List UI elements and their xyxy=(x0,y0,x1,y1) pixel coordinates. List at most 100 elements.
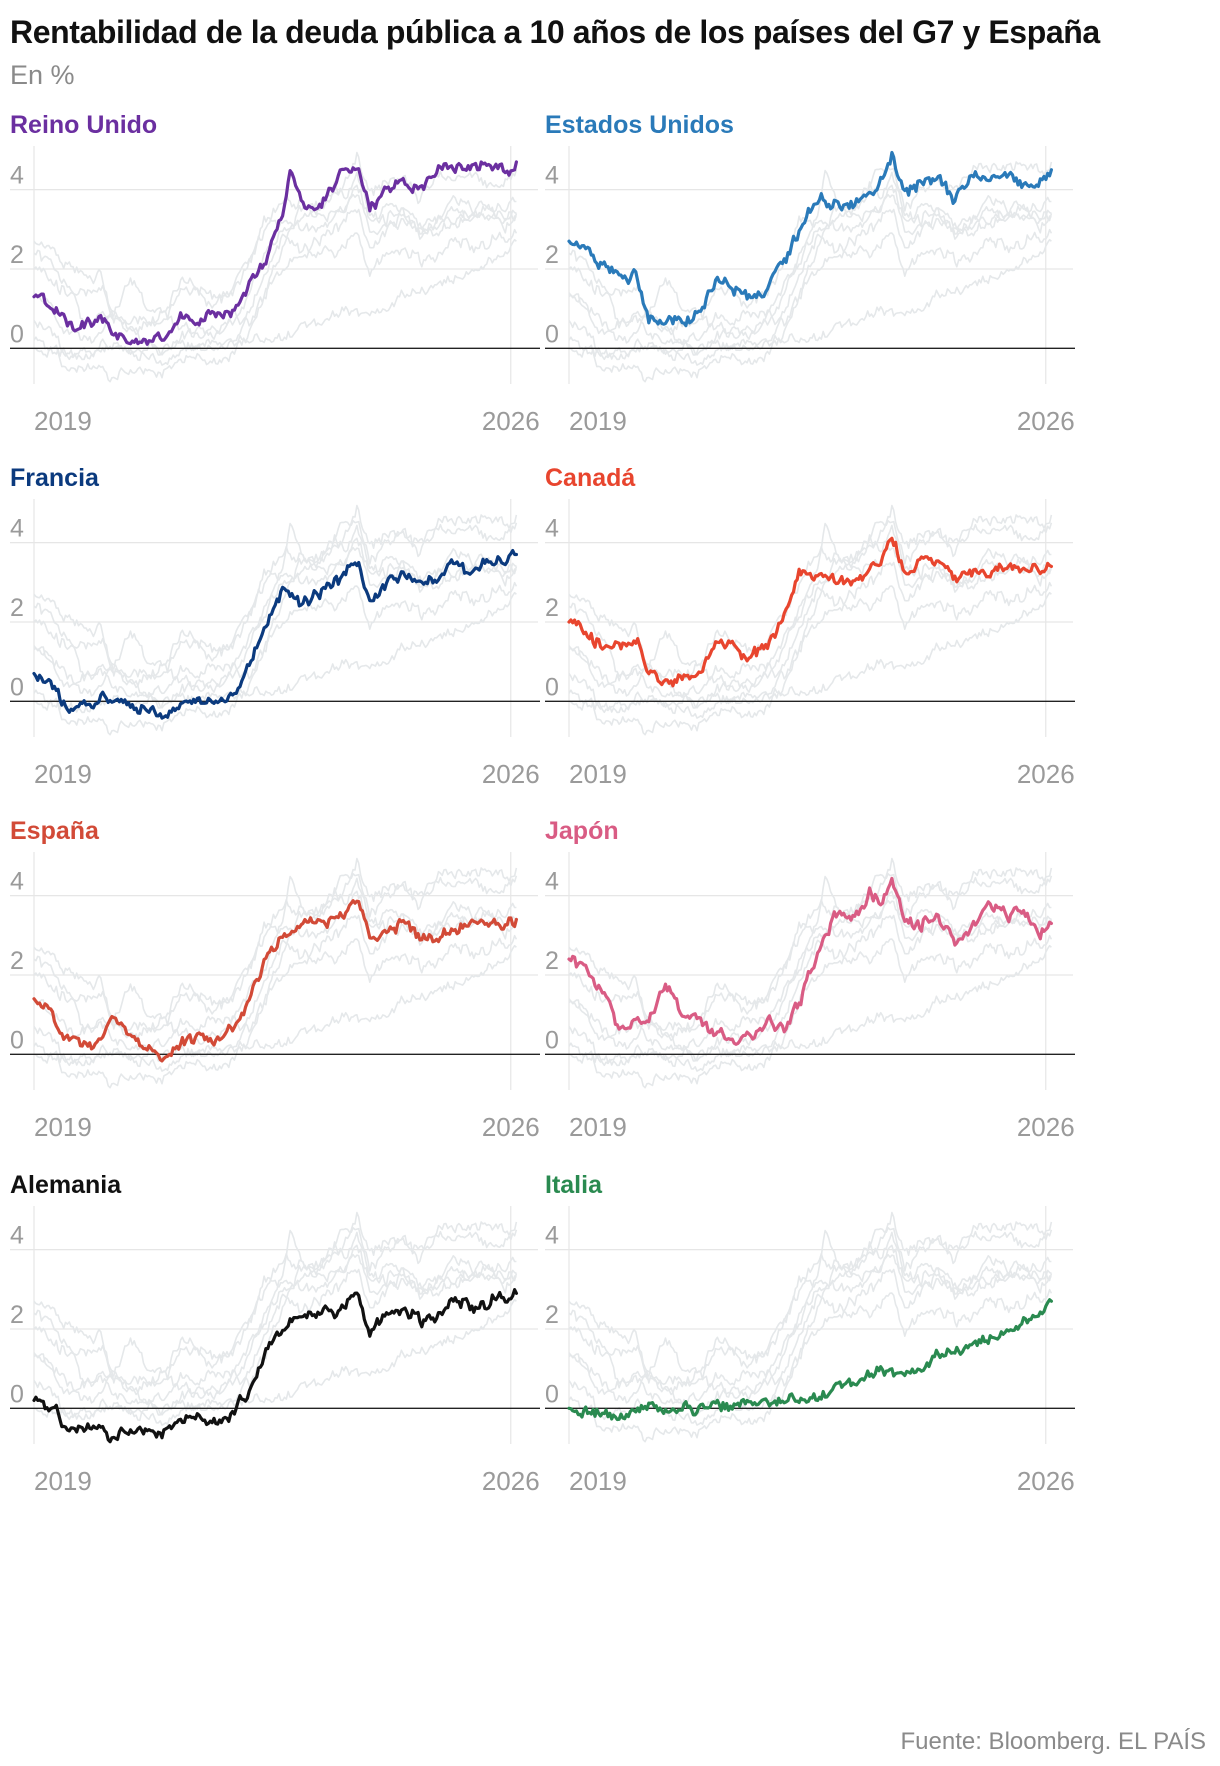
chart-canada: Canadá 0 2 4 2019 2026 xyxy=(545,464,1075,789)
y-tick-label-2: 4 xyxy=(10,1222,24,1250)
series-line-reino-unido xyxy=(32,160,518,346)
y-tick-label-0: 0 xyxy=(10,320,24,348)
panel-title-espana: España xyxy=(10,817,100,845)
context-line-italia xyxy=(33,1298,517,1421)
context-line-reino-unido xyxy=(33,514,518,699)
context-line-italia xyxy=(568,591,1052,714)
y-tick-label-2: 4 xyxy=(10,515,24,543)
chart-estados-unidos: Estados Unidos 0 2 4 2019 2026 xyxy=(545,111,1075,436)
context-line-reino-unido xyxy=(33,867,518,1052)
context-line-canada xyxy=(33,890,517,1040)
y-tick-label-2: 4 xyxy=(545,868,559,896)
x-tick-label-1: 2026 xyxy=(1017,1112,1075,1142)
y-tick-label-0: 0 xyxy=(545,320,559,348)
panel-title-alemania: Alemania xyxy=(10,1171,122,1199)
series-line-alemania xyxy=(32,1288,518,1444)
context-line-alemania xyxy=(568,581,1053,736)
x-tick-label-0: 2019 xyxy=(34,1466,92,1496)
context-line-alemania xyxy=(568,934,1053,1089)
y-tick-label-0: 0 xyxy=(10,1380,24,1408)
panel-title-italia: Italia xyxy=(545,1171,603,1199)
series-line-estados-unidos xyxy=(567,150,1053,328)
x-tick-label-1: 2026 xyxy=(482,759,540,789)
series-line-espana xyxy=(32,899,518,1063)
context-line-canada xyxy=(33,537,517,687)
chart-espana: España 0 2 4 2019 2026 xyxy=(10,817,540,1142)
context-line-italia xyxy=(33,591,517,714)
context-line-italia xyxy=(33,238,517,361)
context-line-alemania xyxy=(33,228,518,383)
context-line-japon xyxy=(33,1231,517,1400)
series-line-francia xyxy=(32,548,518,720)
context-line-reino-unido xyxy=(33,1221,518,1406)
chart-italia: Italia 0 2 4 2019 2026 xyxy=(545,1171,1075,1496)
context-line-japon xyxy=(568,171,1052,340)
panel-title-japon: Japón xyxy=(545,817,619,845)
chart-alemania: Alemania 0 2 4 2019 2026 xyxy=(10,1171,540,1496)
x-tick-label-0: 2019 xyxy=(569,759,627,789)
y-tick-label-2: 4 xyxy=(10,868,24,896)
context-line-reino-unido xyxy=(568,867,1053,1052)
context-line-italia xyxy=(568,238,1052,361)
context-line-canada xyxy=(568,184,1052,334)
y-tick-label-0: 0 xyxy=(545,1026,559,1054)
context-line-italia xyxy=(33,944,517,1067)
source-note: Fuente: Bloomberg. EL PAÍS xyxy=(900,1728,1207,1755)
chart-reino-unido: Reino Unido 0 2 4 2019 2026 xyxy=(10,111,540,436)
context-line-reino-unido xyxy=(568,514,1053,699)
chart-japon: Japón 0 2 4 2019 2026 xyxy=(545,817,1075,1142)
context-line-reino-unido xyxy=(568,1221,1053,1406)
x-tick-label-1: 2026 xyxy=(1017,406,1075,436)
y-tick-label-1: 2 xyxy=(545,1301,559,1329)
y-tick-label-2: 4 xyxy=(545,162,559,190)
context-line-canada xyxy=(33,1244,517,1394)
x-tick-label-1: 2026 xyxy=(482,1112,540,1142)
y-tick-label-0: 0 xyxy=(545,673,559,701)
y-tick-label-1: 2 xyxy=(545,594,559,622)
page-subtitle: En % xyxy=(10,60,75,90)
context-line-japon xyxy=(33,524,517,693)
panel-title-estados-unidos: Estados Unidos xyxy=(545,111,734,139)
series-line-canada xyxy=(567,536,1053,688)
context-line-italia xyxy=(568,944,1052,1067)
y-tick-label-0: 0 xyxy=(10,1026,24,1054)
context-line-alemania xyxy=(568,228,1053,383)
context-line-alemania xyxy=(568,1288,1053,1443)
x-tick-label-0: 2019 xyxy=(569,406,627,436)
y-tick-label-1: 2 xyxy=(545,241,559,269)
y-tick-label-0: 0 xyxy=(545,1380,559,1408)
context-line-japon xyxy=(568,1231,1052,1400)
x-tick-label-1: 2026 xyxy=(482,406,540,436)
context-line-canada xyxy=(568,890,1052,1040)
x-tick-label-0: 2019 xyxy=(34,406,92,436)
context-line-alemania xyxy=(33,934,518,1089)
panel-title-francia: Francia xyxy=(10,464,100,492)
y-tick-label-1: 2 xyxy=(545,947,559,975)
y-tick-label-1: 2 xyxy=(10,1301,24,1329)
chart-francia: Francia 0 2 4 2019 2026 xyxy=(10,464,540,789)
y-tick-label-0: 0 xyxy=(10,673,24,701)
series-line-japon xyxy=(567,876,1053,1046)
context-line-japon xyxy=(568,524,1052,693)
x-tick-label-0: 2019 xyxy=(34,1112,92,1142)
y-tick-label-2: 4 xyxy=(545,515,559,543)
panel-title-canada: Canadá xyxy=(545,464,635,492)
x-tick-label-0: 2019 xyxy=(34,759,92,789)
context-line-alemania xyxy=(33,581,518,736)
context-line-japon xyxy=(33,171,517,340)
x-tick-label-1: 2026 xyxy=(1017,759,1075,789)
x-tick-label-1: 2026 xyxy=(482,1466,540,1496)
x-tick-label-0: 2019 xyxy=(569,1466,627,1496)
y-tick-label-1: 2 xyxy=(10,241,24,269)
page-title: Rentabilidad de la deuda pública a 10 añ… xyxy=(10,14,1100,50)
y-tick-label-2: 4 xyxy=(10,162,24,190)
series-line-italia xyxy=(567,1298,1053,1422)
panel-title-reino-unido: Reino Unido xyxy=(10,111,157,139)
y-tick-label-1: 2 xyxy=(10,947,24,975)
y-tick-label-1: 2 xyxy=(10,594,24,622)
x-tick-label-0: 2019 xyxy=(569,1112,627,1142)
context-line-canada xyxy=(33,184,517,334)
y-tick-label-2: 4 xyxy=(545,1222,559,1250)
context-line-japon xyxy=(33,877,517,1046)
